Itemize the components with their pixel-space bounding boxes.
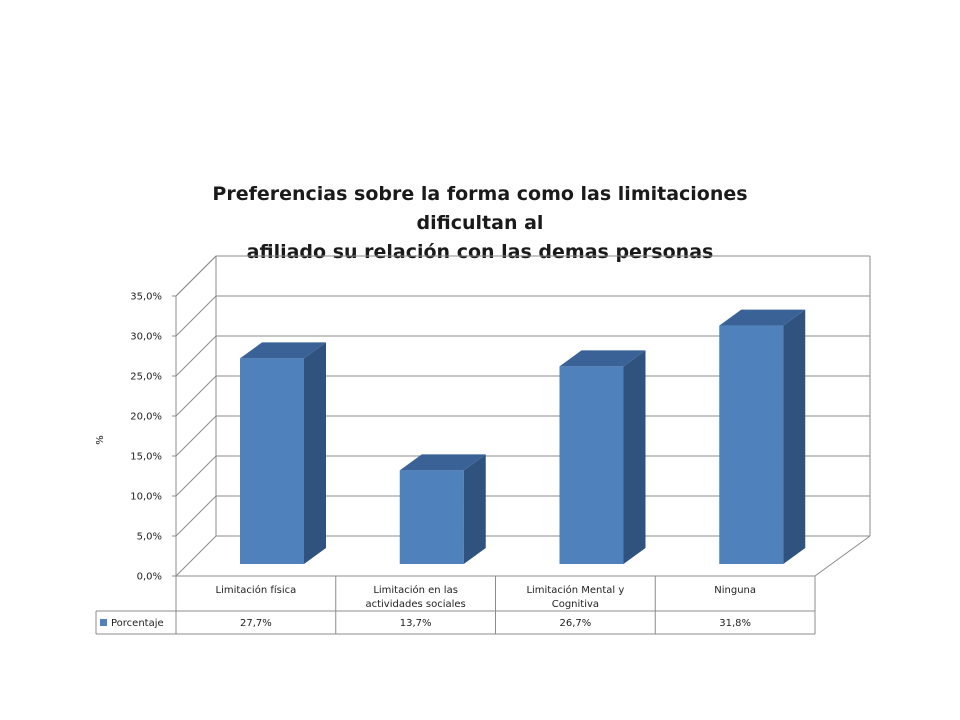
bar-side: [623, 350, 646, 564]
data-value-label: 26,7%: [559, 618, 591, 629]
bar-top: [559, 350, 646, 367]
y-tick-label: 0,0%: [137, 572, 162, 583]
x-category-label: Limitación Mental y: [526, 584, 624, 596]
gridline-diagonal: [175, 455, 217, 497]
bar-side: [463, 454, 486, 564]
gridline-diagonal: [175, 295, 217, 337]
gridline-diagonal: [175, 535, 217, 577]
x-category-label: actividades sociales: [365, 599, 465, 610]
gridline-diagonal: [175, 415, 217, 457]
y-tick-label: 15,0%: [130, 452, 162, 463]
gridline-diagonal: [175, 335, 217, 377]
y-axis: 0,0% 5,0% 10,0% 15,0% 20,0% 25,0% 30,0% 35,0%: [130, 292, 177, 583]
bar-front: [240, 358, 304, 564]
floor-right-edge: [814, 535, 871, 577]
bar-front: [719, 325, 784, 564]
bar-1: [240, 342, 326, 564]
bar-2: [399, 454, 486, 564]
y-tick-label: 20,0%: [130, 412, 162, 423]
bar-4: [719, 309, 806, 564]
x-category-label: Ninguna: [714, 585, 756, 596]
x-category-label: Limitación física: [216, 584, 297, 596]
bar-top: [719, 309, 806, 326]
data-value-label: 31,8%: [719, 618, 751, 629]
y-axis-label: %: [95, 435, 106, 445]
bar-3: [559, 350, 646, 564]
bar-front: [559, 366, 624, 564]
y-tick-label: 25,0%: [130, 372, 162, 383]
gridline-diagonal: [175, 255, 217, 297]
legend-series-name: Porcentaje: [111, 618, 164, 629]
chart-title-line-1: Preferencias sobre la forma como las lim…: [212, 183, 748, 234]
gridline-diagonal: [175, 495, 217, 537]
bar-side: [304, 342, 326, 564]
y-tick-label: 30,0%: [130, 332, 162, 343]
data-value-label: 13,7%: [400, 618, 432, 629]
x-category-label: Limitación en las: [373, 584, 458, 596]
bar-top: [399, 454, 486, 471]
chart-title: Preferencias sobre la forma como las lim…: [160, 180, 800, 267]
gridline-diagonal: [175, 375, 217, 417]
bars-layer: [240, 309, 806, 564]
bar-front: [399, 470, 464, 564]
y-tick-label: 10,0%: [130, 492, 162, 503]
y-tick-label: 5,0%: [137, 532, 162, 543]
data-value-label: 27,7%: [240, 618, 272, 629]
bar-top: [240, 342, 326, 359]
y-tick-label: 35,0%: [130, 292, 162, 303]
chart-title-line-2: afiliado su relación con las demas perso…: [246, 241, 714, 263]
data-table: Limitación física Limitación en las activi…: [95, 575, 816, 635]
legend-swatch: [100, 619, 107, 626]
x-category-label: Cognitiva: [552, 599, 599, 610]
bar-side: [783, 309, 806, 564]
